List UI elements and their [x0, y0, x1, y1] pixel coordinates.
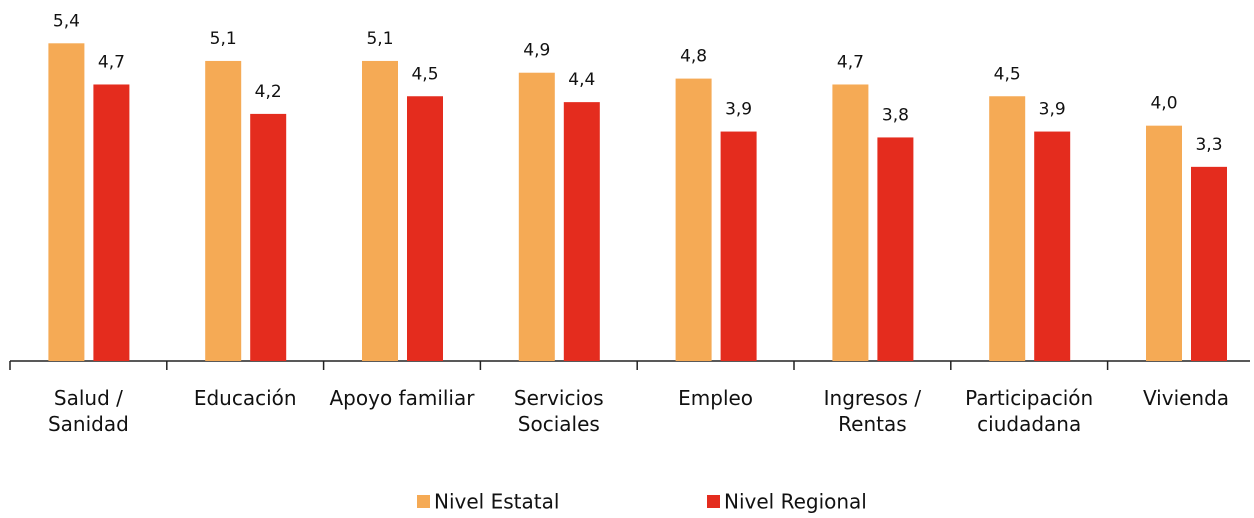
data-label: 5,1: [210, 29, 237, 49]
bar: [720, 131, 757, 361]
bar: [518, 72, 555, 361]
bar: [1034, 131, 1071, 361]
bar: [989, 96, 1026, 361]
bar: [1146, 125, 1182, 362]
data-label: 4,7: [98, 52, 125, 72]
data-label: 4,7: [837, 52, 864, 72]
data-label: 4,9: [523, 41, 550, 61]
x-tick-label: Salud / Sanidad: [47, 386, 129, 436]
bar: [48, 43, 85, 362]
bar: [877, 137, 914, 361]
data-label: 5,4: [53, 11, 80, 31]
data-label: 4,4: [568, 70, 595, 90]
bar: [407, 96, 443, 361]
bar: [832, 84, 869, 361]
x-tick-label: Participación ciudadana: [965, 386, 1094, 436]
bar: [362, 60, 398, 361]
x-tick-label: Educación: [193, 386, 297, 410]
data-label: 3,9: [1039, 100, 1066, 120]
data-label: 4,5: [994, 64, 1021, 84]
legend-label: Nivel Estatal: [434, 490, 559, 514]
x-tick-label: Ingresos / Rentas: [823, 386, 922, 436]
x-tick-label: Empleo: [678, 386, 754, 410]
bar: [205, 60, 242, 361]
x-tick-label: Servicios Sociales: [513, 386, 604, 436]
data-label: 4,8: [680, 47, 707, 67]
data-label: 4,2: [255, 82, 282, 102]
bar: [93, 84, 130, 361]
legend-swatch: [417, 495, 430, 508]
data-label: 3,8: [882, 105, 909, 125]
legend-swatch: [707, 495, 720, 508]
legend-label: Nivel Regional: [724, 490, 867, 514]
bar: [563, 102, 600, 361]
data-label: 3,9: [725, 100, 752, 120]
data-label: 4,5: [411, 64, 438, 84]
bar: [675, 78, 712, 361]
data-label: 4,0: [1150, 94, 1177, 114]
data-label: 5,1: [366, 29, 393, 49]
x-tick-label: Vivienda: [1142, 386, 1230, 410]
bar: [250, 113, 287, 362]
x-tick-label: Apoyo familiar: [329, 386, 475, 410]
data-label: 3,3: [1195, 135, 1222, 155]
bar: [1191, 166, 1227, 361]
